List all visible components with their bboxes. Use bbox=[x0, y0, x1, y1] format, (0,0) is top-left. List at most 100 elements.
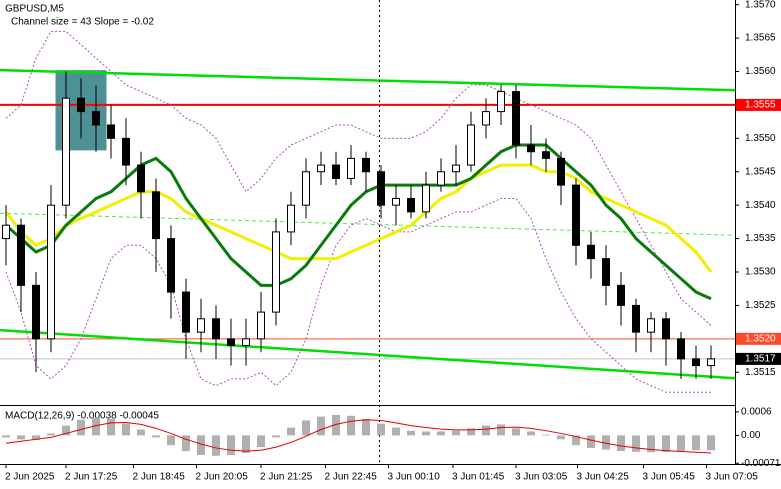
candle-body bbox=[542, 151, 550, 159]
candle-body bbox=[332, 164, 340, 179]
macd-bar bbox=[467, 428, 475, 436]
candle-body bbox=[707, 358, 715, 367]
x-tick-label: 3 Jun 00:10 bbox=[388, 472, 441, 483]
y-tick-label: 1.3530 bbox=[745, 267, 776, 278]
macd-tick-label: -0.00071 bbox=[741, 458, 781, 469]
y-tick-label: 1.3560 bbox=[745, 66, 776, 77]
macd-bar bbox=[452, 430, 460, 436]
channel-upper bbox=[0, 68, 735, 92]
y-tick-label: 1.3565 bbox=[745, 33, 776, 44]
macd-bar bbox=[182, 435, 190, 452]
candle-body bbox=[632, 304, 640, 333]
candle-body bbox=[512, 91, 520, 146]
macd-bar bbox=[17, 435, 25, 440]
candle-body bbox=[272, 231, 280, 313]
macd-bar bbox=[2, 435, 10, 438]
candle-body bbox=[212, 318, 220, 340]
macd-bar bbox=[572, 435, 580, 446]
candle-body bbox=[467, 124, 475, 166]
x-tick-label: 2 Jun 20:05 bbox=[196, 472, 249, 483]
x-tick-label: 2 Jun 21:25 bbox=[260, 472, 313, 483]
candle-body bbox=[302, 171, 310, 206]
candle-body bbox=[347, 157, 355, 179]
plot-area bbox=[0, 30, 735, 393]
x-tick-label: 2 Jun 17:25 bbox=[65, 472, 118, 483]
x-tick-label: 3 Jun 07:05 bbox=[706, 472, 759, 483]
macd-bar bbox=[257, 435, 265, 448]
macd-bar bbox=[137, 429, 145, 436]
macd-bar bbox=[77, 419, 85, 436]
candle-body bbox=[167, 238, 175, 293]
macd-bar bbox=[332, 415, 340, 436]
macd-bar bbox=[542, 434, 550, 436]
macd-bar bbox=[437, 431, 445, 436]
candle-body bbox=[662, 318, 670, 340]
y-tick-label: 1.3570 bbox=[745, 0, 776, 10]
candle-body bbox=[362, 157, 370, 173]
macd-tick-label: 0.0006 bbox=[741, 407, 772, 418]
channel-middle bbox=[0, 212, 735, 236]
macd-bar bbox=[602, 435, 610, 450]
price-tag bbox=[736, 98, 781, 111]
candle-body bbox=[17, 224, 25, 286]
candle-body bbox=[227, 338, 235, 347]
price-tag-label: 1.3555 bbox=[745, 100, 776, 111]
macd-bar bbox=[347, 415, 355, 436]
candle-body bbox=[392, 197, 400, 206]
y-tick-label: 1.3525 bbox=[745, 300, 776, 311]
candle-body bbox=[497, 91, 505, 113]
macd-bar bbox=[692, 435, 700, 451]
symbol-label: GBPUSD,M5 bbox=[5, 4, 64, 15]
price-tag bbox=[736, 352, 781, 365]
macd-bar bbox=[197, 435, 205, 455]
candle-body bbox=[287, 204, 295, 233]
macd-bar bbox=[647, 435, 655, 453]
macd-bar bbox=[212, 435, 220, 456]
candle-body bbox=[452, 164, 460, 173]
macd-bar bbox=[707, 435, 715, 451]
macd-bar bbox=[392, 427, 400, 436]
x-tick-label: 2 Jun 2025 bbox=[5, 472, 55, 483]
candle-body bbox=[77, 97, 85, 113]
candle-body bbox=[557, 157, 565, 186]
macd-bar bbox=[407, 430, 415, 436]
candle-body bbox=[437, 171, 445, 186]
macd-bar bbox=[557, 435, 565, 440]
macd-tick-label: 0.00 bbox=[741, 430, 761, 441]
macd-bar bbox=[47, 433, 55, 436]
price-tag-label: 1.3520 bbox=[745, 333, 776, 344]
candle-body bbox=[107, 124, 115, 139]
x-tick-label: 3 Jun 05:45 bbox=[643, 472, 696, 483]
macd-bar bbox=[167, 435, 175, 446]
candle-body bbox=[317, 164, 325, 173]
candle-body bbox=[422, 184, 430, 213]
macd-bar bbox=[242, 435, 250, 454]
macd-bar bbox=[287, 427, 295, 436]
candle-body bbox=[137, 164, 145, 193]
candle-body bbox=[482, 111, 490, 126]
candle-body bbox=[377, 171, 385, 206]
price-tag-label: 1.3517 bbox=[745, 354, 776, 365]
moving-average bbox=[5, 143, 712, 301]
macd-signal bbox=[5, 419, 712, 454]
channel-label: Channel size = 43 Slope = -0.02 bbox=[11, 17, 154, 28]
candle-body bbox=[32, 284, 40, 340]
candle-body bbox=[527, 144, 535, 153]
candle-body bbox=[197, 318, 205, 333]
macd-bar bbox=[482, 425, 490, 436]
macd-bar bbox=[377, 423, 385, 436]
macd-bar bbox=[662, 435, 670, 452]
macd-bar bbox=[107, 418, 115, 436]
y-tick-label: 1.3545 bbox=[745, 166, 776, 177]
candle-body bbox=[677, 338, 685, 360]
macd-bar bbox=[677, 435, 685, 452]
candle-body bbox=[62, 97, 70, 206]
candle-body bbox=[617, 284, 625, 306]
macd-bar bbox=[512, 428, 520, 436]
macd-bar bbox=[362, 418, 370, 436]
macd-label: MACD(12,26,9) -0.00038 -0.00045 bbox=[5, 411, 159, 422]
x-tick-label: 3 Jun 04:25 bbox=[577, 472, 630, 483]
channel-lower bbox=[0, 328, 735, 380]
candle-body bbox=[692, 358, 700, 367]
